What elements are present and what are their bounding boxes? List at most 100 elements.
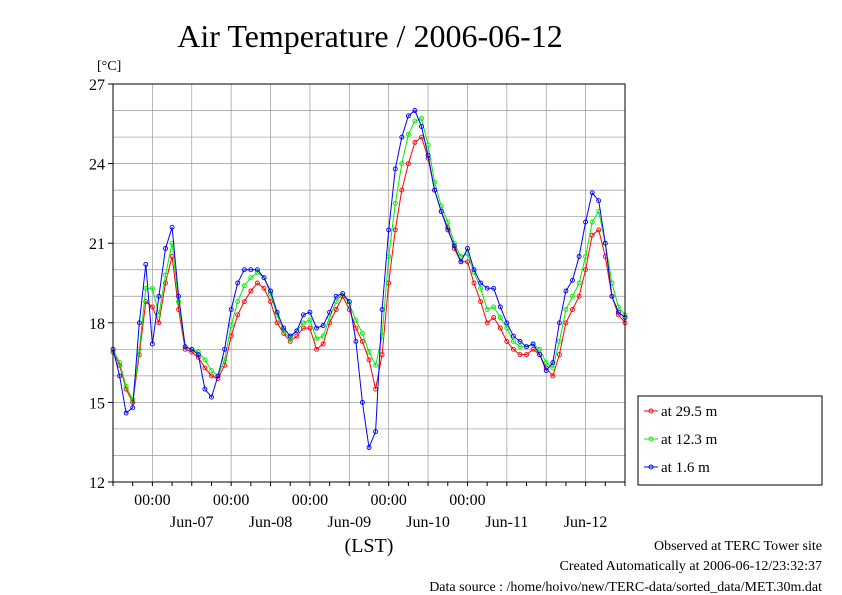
series-point — [583, 219, 589, 225]
series-point — [182, 344, 188, 350]
y-axis-unit-label: [°C] — [97, 59, 121, 74]
footer-observed-site: Observed at TERC Tower site — [654, 539, 822, 554]
series-point — [432, 187, 438, 193]
series-point — [359, 338, 365, 344]
series-point — [143, 299, 149, 305]
series-point — [563, 307, 569, 312]
series-point — [478, 280, 484, 286]
series-point — [563, 320, 569, 326]
series-point — [425, 153, 431, 159]
series-point — [445, 219, 451, 225]
x-time-tick-label: 00:00 — [370, 492, 406, 509]
series-point — [491, 285, 497, 291]
legend-box — [637, 395, 823, 486]
series-line-1 — [112, 117, 626, 402]
y-tick-label: 15 — [89, 395, 105, 412]
series-point — [556, 338, 562, 344]
series-point — [530, 341, 536, 347]
series-point — [117, 360, 123, 366]
series-point — [327, 315, 333, 320]
series-point — [491, 315, 497, 320]
series-point — [615, 309, 621, 315]
series-point — [556, 320, 562, 326]
series-point — [320, 323, 326, 328]
series-point — [156, 293, 162, 299]
chart-title: Air Temperature / 2006-06-12 — [177, 18, 563, 54]
footer-data-source: Data source : /home/hoivo/new/TERC-data/… — [429, 580, 822, 595]
series-point — [254, 267, 260, 273]
series-point — [458, 259, 464, 265]
series-point — [471, 267, 477, 273]
y-axis-ticks: 12 15 18 21 24 27 — [89, 77, 113, 492]
x-date-tick-label: Jun-10 — [406, 514, 450, 531]
series-point — [359, 330, 365, 336]
series-point — [412, 108, 418, 113]
series-point — [241, 283, 247, 289]
legend-point-marker — [648, 464, 654, 470]
series-point — [241, 299, 247, 305]
series-point — [300, 320, 306, 326]
legend-point-marker — [648, 408, 654, 414]
series-point — [478, 285, 484, 291]
series-point — [589, 190, 595, 196]
series-point — [451, 243, 457, 249]
series-point — [287, 333, 293, 339]
series-point — [169, 224, 175, 230]
series-point — [491, 304, 497, 310]
series-point — [386, 227, 392, 233]
series-point — [504, 338, 510, 344]
legend-point-marker — [648, 436, 654, 442]
series-point — [438, 208, 444, 214]
series-point — [392, 227, 398, 233]
series-point — [215, 373, 221, 379]
series-point — [556, 352, 562, 358]
series-point — [392, 200, 398, 206]
legend: at 29.5 m at 12.3 m at 1.6 m — [637, 395, 823, 486]
series-point — [596, 227, 602, 233]
series-point — [123, 384, 129, 389]
series-point — [609, 293, 615, 299]
series-point — [517, 352, 523, 358]
series-point — [314, 325, 319, 331]
series-point — [261, 275, 267, 281]
series-point — [379, 333, 385, 339]
series-point — [550, 373, 556, 379]
series-point — [576, 293, 582, 299]
series-point — [465, 259, 470, 265]
x-date-tick-label: Jun-07 — [170, 514, 214, 531]
series-point — [294, 328, 300, 334]
x-axis-label: (LST) — [345, 535, 394, 557]
grid-lines — [113, 84, 625, 482]
series-point — [517, 338, 523, 344]
series-point — [268, 288, 273, 294]
series-point — [346, 299, 352, 305]
series-point — [195, 352, 201, 358]
series-point — [583, 267, 589, 273]
series-point — [353, 317, 359, 323]
series-point — [373, 429, 379, 435]
series-point — [399, 187, 405, 193]
y-tick-label: 27 — [89, 77, 105, 94]
series-point — [530, 346, 536, 352]
series-point — [537, 352, 543, 358]
series-point — [156, 320, 162, 326]
series-point — [373, 362, 379, 368]
series-point — [156, 312, 162, 318]
series-point — [228, 323, 234, 328]
series-point — [550, 365, 556, 371]
x-date-tick-label: Jun-11 — [485, 514, 528, 531]
series-point — [550, 360, 556, 366]
series-line-2 — [112, 109, 626, 450]
series-point — [379, 307, 385, 312]
series-point — [405, 113, 411, 119]
series-point — [419, 124, 424, 129]
series-point — [340, 291, 346, 297]
series-point — [143, 261, 149, 267]
series-point — [307, 325, 313, 331]
series-point — [222, 357, 228, 363]
series-point — [359, 399, 365, 405]
series-point — [576, 254, 582, 259]
series-point — [366, 445, 372, 450]
series-point — [149, 285, 155, 291]
